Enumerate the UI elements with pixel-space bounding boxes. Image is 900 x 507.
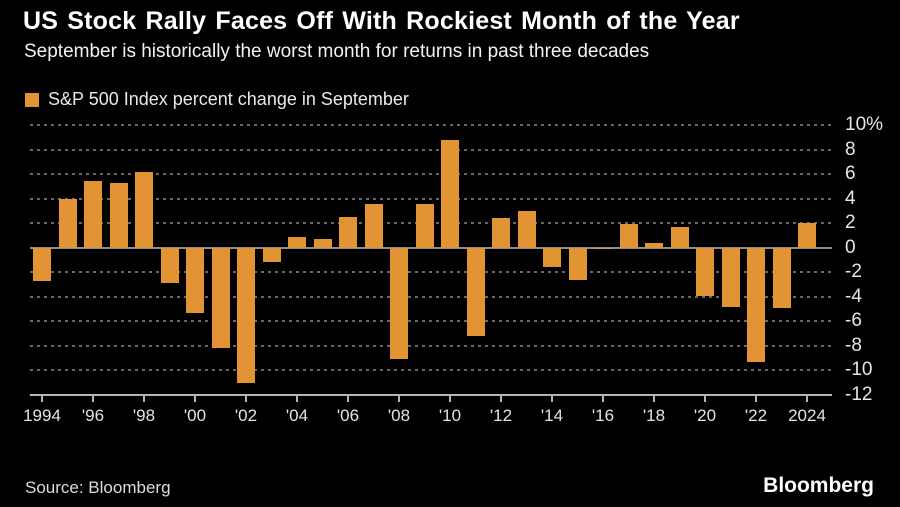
x-tick	[551, 395, 553, 402]
bar-2006	[339, 217, 357, 248]
bar-2007	[364, 203, 383, 248]
x-tick	[194, 395, 196, 402]
gridline	[30, 295, 832, 298]
source-credit: Source: Bloomberg	[25, 478, 171, 497]
y-axis-label: -12	[845, 384, 873, 405]
bar-2009	[415, 203, 434, 248]
x-tick	[704, 395, 706, 402]
gridline	[30, 344, 832, 347]
y-axis-label: -2	[845, 261, 862, 283]
y-axis-label: 6	[845, 163, 856, 185]
x-tick	[92, 395, 94, 402]
y-axis-label: -4	[845, 285, 862, 307]
gridline	[30, 197, 832, 200]
x-tick	[806, 395, 808, 402]
x-axis-label: '08	[387, 406, 411, 425]
gridline	[30, 173, 832, 176]
x-tick	[602, 395, 604, 402]
gridline	[30, 148, 832, 151]
legend: S&P 500 Index percent change in Septembe…	[25, 89, 409, 110]
bar-1995	[58, 198, 77, 248]
page-title: US Stock Rally Faces Off With Rockiest M…	[23, 7, 740, 35]
chart-subtitle: September is historically the worst mont…	[24, 41, 650, 62]
x-axis-label: 1994	[23, 406, 61, 425]
gridline	[30, 369, 832, 372]
legend-swatch-icon	[25, 92, 39, 107]
bar-2014	[543, 247, 561, 268]
y-axis-label: 2	[845, 212, 856, 234]
bar-2005	[313, 239, 332, 248]
x-axis-label: '20	[693, 406, 717, 425]
y-axis-label: -6	[845, 310, 862, 332]
bar-2015	[568, 247, 587, 280]
bar-1996	[84, 181, 102, 248]
x-axis-label: '22	[744, 406, 768, 425]
bar-2018	[645, 242, 663, 248]
bar-1999	[160, 247, 179, 284]
bar-2017	[619, 224, 638, 248]
bar-2021	[721, 247, 740, 307]
x-tick	[500, 395, 502, 402]
x-axis-label: '04	[285, 406, 309, 425]
x-tick	[41, 395, 43, 402]
bar-1997	[109, 182, 128, 248]
bar-2002	[237, 247, 255, 383]
y-axis-label: 10%	[845, 114, 884, 135]
x-axis-label: '98	[132, 406, 156, 425]
bloomberg-logo: Bloomberg	[763, 474, 874, 497]
x-tick	[449, 395, 451, 402]
bar-2011	[466, 247, 485, 337]
bar-2016	[594, 247, 612, 249]
x-axis-label: '12	[489, 406, 513, 425]
y-axis-label: -8	[845, 334, 862, 356]
bar-2001	[211, 247, 230, 349]
y-axis-label: 0	[845, 236, 856, 258]
legend-label: S&P 500 Index percent change in Septembe…	[48, 89, 409, 109]
x-axis-label: '00	[183, 406, 207, 425]
gridline	[30, 271, 832, 274]
bar-2019	[670, 226, 689, 248]
plot-area	[30, 124, 832, 396]
bar-2004	[288, 236, 306, 248]
gridline	[30, 124, 832, 126]
x-axis-label: '16	[591, 406, 615, 425]
y-axis-label: -10	[845, 359, 873, 381]
bar-1998	[135, 171, 153, 248]
x-axis-label: '02	[234, 406, 258, 425]
x-axis-line	[30, 394, 832, 396]
x-axis-label: '18	[642, 406, 666, 425]
x-axis-label: 2024	[788, 406, 826, 425]
bar-2010	[441, 139, 459, 248]
bar-2012	[492, 218, 510, 248]
bar-2013	[517, 210, 536, 248]
x-axis-label: '96	[81, 406, 105, 425]
x-tick	[653, 395, 655, 402]
bar-2000	[186, 247, 204, 313]
y-axis-label: 4	[845, 187, 856, 209]
bar-2003	[262, 247, 281, 263]
bar-2024	[798, 223, 816, 248]
x-tick	[296, 395, 298, 402]
y-axis-label: 8	[845, 138, 856, 160]
x-tick	[755, 395, 757, 402]
x-axis-label: '06	[336, 406, 360, 425]
x-tick	[398, 395, 400, 402]
x-axis-label: '10	[438, 406, 462, 425]
bar-2008	[390, 247, 408, 360]
bar-2023	[772, 247, 791, 308]
x-tick	[143, 395, 145, 402]
bar-2022	[747, 247, 765, 362]
x-tick	[245, 395, 247, 402]
bar-2020	[696, 247, 714, 296]
zero-line	[30, 246, 832, 249]
x-axis-label: '14	[540, 406, 564, 425]
bar-1994	[33, 247, 51, 281]
gridline	[30, 320, 832, 323]
x-tick	[347, 395, 349, 402]
